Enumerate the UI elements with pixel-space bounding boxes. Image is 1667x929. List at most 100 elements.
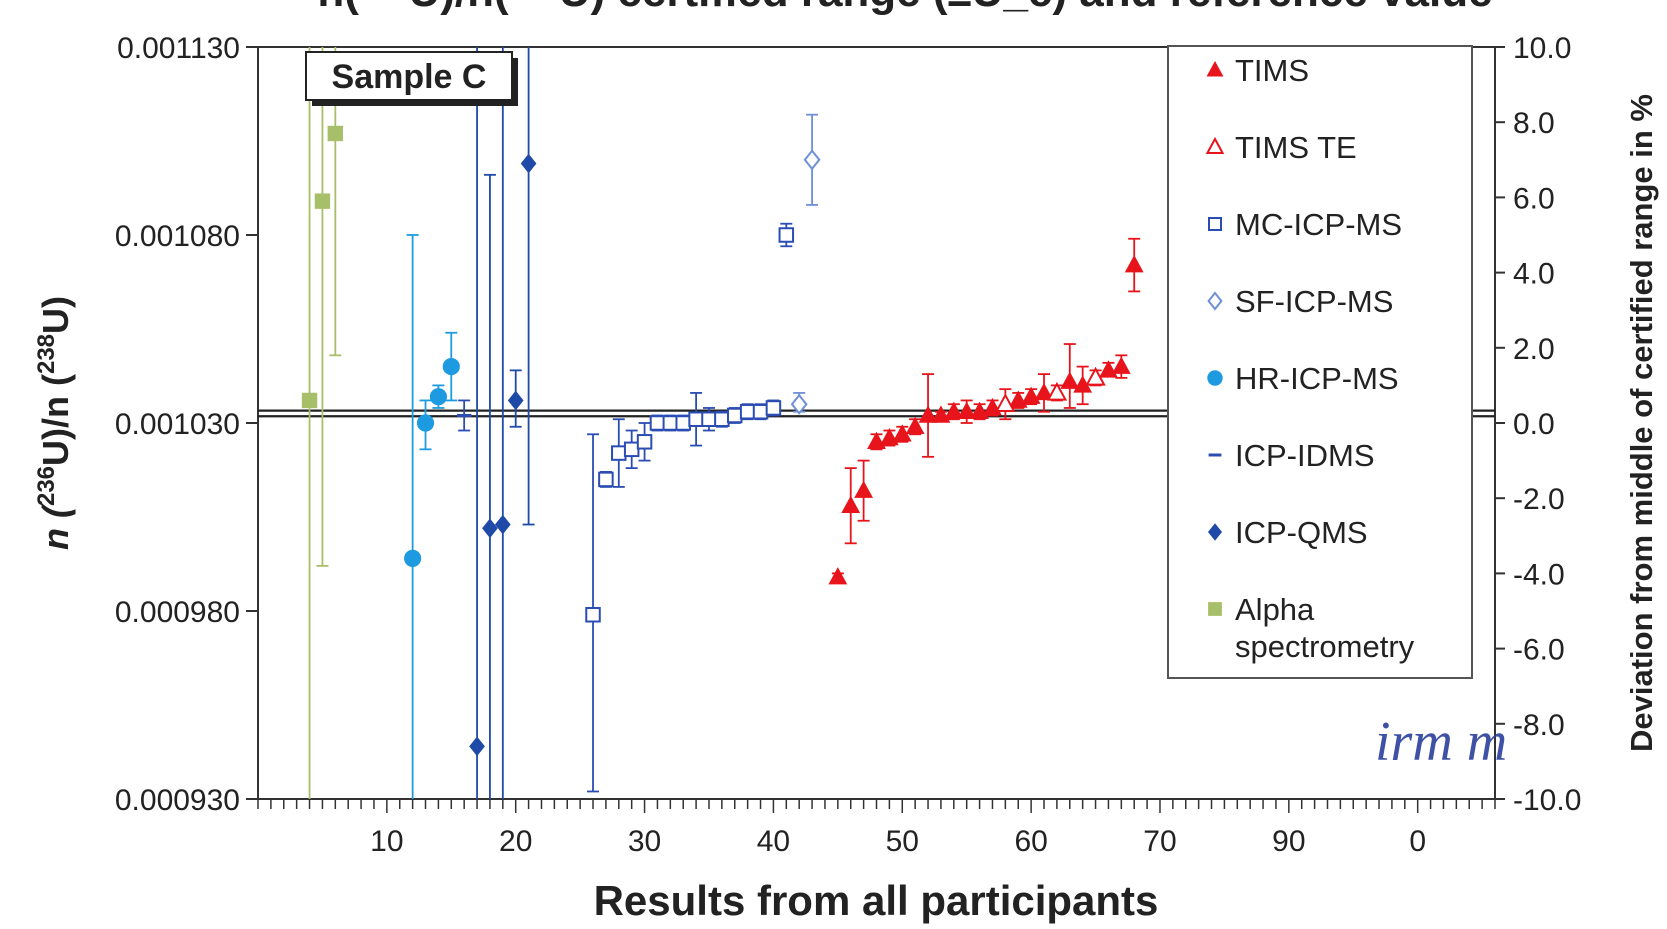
y-axis-title: n (236U)/n (238U) [33,296,76,550]
legend-label: Alpha [1235,592,1315,627]
x-tick-label: 0 [1409,825,1426,858]
legend-label-line2: spectrometry [1235,629,1415,664]
data-point [482,518,498,539]
y2-tick-label: -4.0 [1513,558,1565,591]
data-point [662,415,679,431]
data-point [714,411,730,427]
y-tick-label: 0.001130 [117,32,240,65]
legend-label: HR-ICP-MS [1235,361,1399,396]
x-tick-label: 10 [370,825,403,858]
data-point [327,125,344,142]
data-point [507,390,524,411]
data-point [585,607,601,623]
data-point [429,388,447,406]
data-point [520,153,537,174]
series-mc-icp-ms [585,222,795,793]
legend-label: MC-ICP-MS [1235,207,1402,242]
legend-item-hr-icp-ms: HR-ICP-MS [1207,361,1399,396]
y2-tick-label: 6.0 [1513,182,1555,215]
series-tims [828,237,1144,585]
series-alpha-spectrometry [301,47,344,799]
legend-item-sf-icp-ms: SF-ICP-MS [1207,284,1393,319]
x-tick-label: 60 [1014,825,1047,858]
series-tims-te [995,366,1106,421]
y-title-iso1: 236 [33,466,60,506]
legend-item-tims-te: TIMS TE [1205,130,1357,165]
data-point [469,736,485,757]
legend-marker [1208,217,1222,231]
legend-marker [1207,291,1223,311]
series-icp-qms [469,47,537,799]
data-point [1124,255,1144,273]
legend-item-icp-qms: ICP-QMS [1207,515,1368,550]
x-tick-label: 30 [628,825,661,858]
y2-tick-label: 2.0 [1513,333,1555,366]
data-point [1034,382,1054,401]
y2-tick-label: -8.0 [1513,709,1565,742]
legend: TIMS TIMS TE MC-ICP-MS SF-ICP-MS HR-ICP-MS IC… [1167,45,1473,679]
data-point [918,405,938,423]
data-point [803,149,821,171]
data-point [944,401,964,419]
data-point [1085,366,1106,386]
y2-tick-label: -2.0 [1513,483,1565,516]
x-tick-label: 40 [757,825,790,858]
series-hr-icp-ms [404,234,460,799]
y2-tick-label: -10.0 [1513,784,1581,817]
legend-item-icp-idms: ICP-IDMS [1208,438,1375,473]
data-point [404,549,422,567]
y-title-post: U) [35,296,76,334]
data-point [688,411,704,427]
x-tick-label: 20 [499,825,532,858]
data-point [675,415,691,431]
data-point [649,415,666,431]
irmm-logo: irm m [1375,711,1507,773]
legend-marker [1207,370,1223,386]
data-point [1046,381,1068,401]
data-point [778,227,795,243]
data-point [854,480,874,498]
data-point [739,403,756,420]
data-point [957,401,977,419]
legend-label: ICP-QMS [1235,515,1368,550]
y2-tick-label: -6.0 [1513,634,1565,667]
data-point [442,358,460,376]
data-point [611,445,627,461]
data-point [765,400,782,416]
legend-label: ICP-IDMS [1235,438,1375,473]
sample-label: Sample C [332,58,487,96]
x-tick-label: 70 [1143,825,1176,858]
legend-label: TIMS TE [1235,130,1357,165]
data-point [841,495,861,513]
y-title-pre: n ( [35,502,76,550]
data-point [752,403,769,420]
series-icp-idms [456,399,472,432]
data-point [636,434,653,450]
data-point [828,567,848,585]
data-point [314,193,331,209]
data-point [995,393,1016,412]
data-point [623,441,640,458]
y-tick-label: 0.001030 [115,408,240,441]
y2-axis-title: Deviation from middle of certified range… [1624,94,1659,752]
sample-label-box: Sample C [305,51,518,106]
legend-marker [1207,523,1223,541]
data-point [905,416,925,435]
data-point [1060,371,1080,389]
legend-item-tims: TIMS [1206,53,1309,88]
y-title-iso2: 238 [33,334,60,374]
data-point [727,407,743,424]
x-tick-label: 50 [886,825,919,858]
chart-title: n(²³⁶U)/n(²³⁸U) certified range (±U_c) a… [317,0,1492,16]
data-point [598,471,614,488]
y-title-mid: U)/n ( [35,374,76,466]
y2-tick-label: 8.0 [1513,107,1555,140]
data-point [701,411,717,427]
legend-item-mc-icp-ms: MC-ICP-MS [1208,207,1402,242]
data-point [1111,356,1131,374]
x-axis-title: Results from all participants [594,877,1159,924]
y2-tick-label: 0.0 [1513,408,1555,441]
legend-marker [1206,60,1224,77]
x-tick-label: 90 [1272,825,1305,858]
